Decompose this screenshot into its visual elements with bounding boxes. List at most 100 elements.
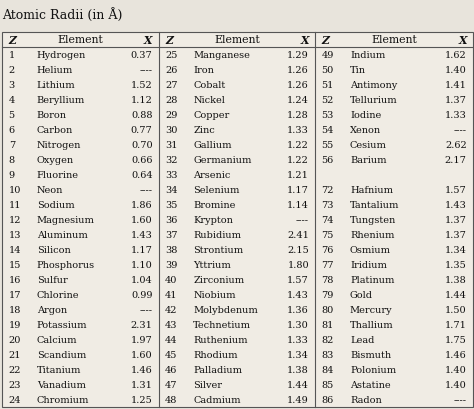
Text: Manganese: Manganese: [193, 51, 250, 60]
Text: Palladium: Palladium: [193, 365, 242, 374]
Text: Mercury: Mercury: [350, 305, 392, 314]
Text: 0.88: 0.88: [131, 110, 153, 119]
Text: 1.46: 1.46: [131, 365, 153, 374]
Text: 0.99: 0.99: [131, 290, 153, 299]
Text: 9: 9: [9, 171, 15, 180]
Text: 54: 54: [321, 126, 334, 135]
Text: 17: 17: [9, 290, 21, 299]
Text: 36: 36: [165, 216, 177, 224]
Text: 27: 27: [165, 81, 178, 90]
Text: 1.25: 1.25: [131, 395, 153, 404]
Text: ----: ----: [139, 66, 153, 74]
Text: Magnesium: Magnesium: [37, 216, 95, 224]
Text: Potassium: Potassium: [37, 320, 87, 329]
Text: 1.49: 1.49: [287, 395, 309, 404]
Text: 1.52: 1.52: [131, 81, 153, 90]
Text: 41: 41: [165, 290, 178, 299]
Text: 43: 43: [165, 320, 178, 329]
Text: 11: 11: [9, 200, 21, 209]
Text: 84: 84: [321, 365, 334, 374]
Text: 14: 14: [9, 245, 21, 254]
Text: 26: 26: [165, 66, 177, 74]
Text: 1.37: 1.37: [445, 230, 467, 239]
Text: Iodine: Iodine: [350, 110, 381, 119]
Text: 52: 52: [321, 96, 334, 105]
Text: 0.64: 0.64: [131, 171, 153, 180]
Text: Cadmium: Cadmium: [193, 395, 241, 404]
Text: 1.46: 1.46: [445, 350, 467, 359]
Text: Ruthenium: Ruthenium: [193, 335, 248, 344]
Text: 1.34: 1.34: [287, 350, 309, 359]
Text: 2.17: 2.17: [445, 155, 467, 164]
Text: Barium: Barium: [350, 155, 386, 164]
Text: 31: 31: [165, 141, 178, 149]
Text: Sulfur: Sulfur: [37, 275, 67, 284]
Text: Technetium: Technetium: [193, 320, 251, 329]
Text: 3: 3: [9, 81, 15, 90]
Text: Xenon: Xenon: [350, 126, 381, 135]
Text: Phosphorus: Phosphorus: [37, 260, 95, 269]
Text: Strontium: Strontium: [193, 245, 243, 254]
Text: 77: 77: [321, 260, 334, 269]
Text: Gallium: Gallium: [193, 141, 232, 149]
Text: Rhenium: Rhenium: [350, 230, 394, 239]
Text: Tantalium: Tantalium: [350, 200, 399, 209]
Text: X: X: [144, 35, 153, 46]
Text: Carbon: Carbon: [37, 126, 73, 135]
Text: 1.31: 1.31: [131, 380, 153, 389]
Text: 1.26: 1.26: [287, 66, 309, 74]
Text: 1.38: 1.38: [445, 275, 467, 284]
Text: 4: 4: [9, 96, 15, 105]
Text: 1.43: 1.43: [287, 290, 309, 299]
Text: Astatine: Astatine: [350, 380, 391, 389]
Text: 1.28: 1.28: [287, 110, 309, 119]
Text: 1.10: 1.10: [131, 260, 153, 269]
Text: 79: 79: [321, 290, 334, 299]
Text: 1.12: 1.12: [131, 96, 153, 105]
Text: 1.22: 1.22: [287, 141, 309, 149]
Text: Z: Z: [321, 35, 329, 46]
Text: Antimony: Antimony: [350, 81, 397, 90]
Text: 2.31: 2.31: [131, 320, 153, 329]
Text: 46: 46: [165, 365, 177, 374]
Text: 10: 10: [9, 185, 21, 194]
Text: Oxygen: Oxygen: [37, 155, 74, 164]
Text: Element: Element: [58, 35, 103, 45]
Text: Iron: Iron: [193, 66, 214, 74]
Text: 47: 47: [165, 380, 178, 389]
Text: Hydrogen: Hydrogen: [37, 51, 86, 60]
Text: 73: 73: [321, 200, 334, 209]
Text: ----: ----: [454, 395, 467, 404]
Text: 1.30: 1.30: [287, 320, 309, 329]
Text: Tellurium: Tellurium: [350, 96, 398, 105]
Text: 34: 34: [165, 185, 178, 194]
Text: 1.80: 1.80: [287, 260, 309, 269]
Text: 1.36: 1.36: [287, 305, 309, 314]
Text: 33: 33: [165, 171, 178, 180]
Text: 44: 44: [165, 335, 178, 344]
Text: Argon: Argon: [37, 305, 67, 314]
Text: 6: 6: [9, 126, 15, 135]
Text: 56: 56: [321, 155, 334, 164]
Text: 35: 35: [165, 200, 177, 209]
Text: Silicon: Silicon: [37, 245, 71, 254]
Text: 82: 82: [321, 335, 334, 344]
Text: 1.40: 1.40: [445, 365, 467, 374]
Text: 19: 19: [9, 320, 21, 329]
Text: Radon: Radon: [350, 395, 382, 404]
Text: 2.62: 2.62: [445, 141, 467, 149]
Text: 38: 38: [165, 245, 177, 254]
Text: Lead: Lead: [350, 335, 374, 344]
Text: 0.77: 0.77: [131, 126, 153, 135]
Text: 30: 30: [165, 126, 177, 135]
Text: 1.26: 1.26: [287, 81, 309, 90]
Text: 81: 81: [321, 320, 334, 329]
Text: Boron: Boron: [37, 110, 67, 119]
Text: 51: 51: [321, 81, 334, 90]
Text: Polonium: Polonium: [350, 365, 396, 374]
Text: Tungsten: Tungsten: [350, 216, 396, 224]
Text: Platinum: Platinum: [350, 275, 394, 284]
Text: Molybdenum: Molybdenum: [193, 305, 258, 314]
Text: Tin: Tin: [350, 66, 366, 74]
Text: Rhodium: Rhodium: [193, 350, 237, 359]
